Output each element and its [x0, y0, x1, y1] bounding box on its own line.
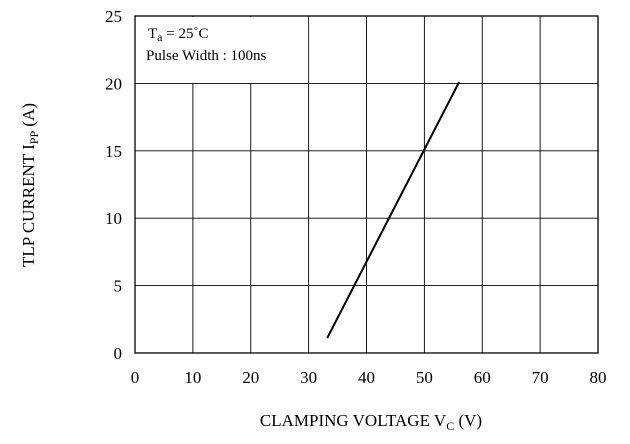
x-tick-labels: 0 10 20 30 40 50 60 70 80 [131, 368, 607, 387]
x-tick-label: 80 [590, 368, 607, 387]
y-tick-label: 20 [105, 74, 122, 93]
y-tick-label: 15 [105, 142, 122, 161]
series-line-0 [326, 81, 460, 339]
y-tick-label: 10 [105, 209, 122, 228]
condition-note: Ta = 25˚C Pulse Width : 100ns [146, 26, 267, 64]
x-tick-label: 10 [184, 368, 201, 387]
y-tick-label: 5 [114, 277, 123, 296]
x-tick-label: 40 [358, 368, 375, 387]
plot-frame [134, 15, 599, 354]
y-tick-label: 0 [114, 344, 123, 363]
temperature-note: Ta = 25˚C [148, 26, 208, 44]
grid-lines [135, 16, 598, 353]
y-axis-title: TLP CURRENT IPP (A) [19, 103, 41, 267]
x-tick-label: 60 [474, 368, 491, 387]
series-layer [326, 81, 460, 339]
x-tick-label: 30 [300, 368, 317, 387]
x-tick-label: 50 [416, 368, 433, 387]
x-axis-title: CLAMPING VOLTAGE VC (V) [260, 411, 482, 433]
y-tick-labels: 0 5 10 15 20 25 [105, 7, 122, 363]
x-tick-label: 20 [242, 368, 259, 387]
x-tick-label: 0 [131, 368, 140, 387]
condition-note-background [136, 17, 309, 83]
x-tick-label: 70 [532, 368, 549, 387]
y-tick-label: 25 [105, 7, 122, 26]
pulse-width-note: Pulse Width : 100ns [146, 48, 267, 64]
